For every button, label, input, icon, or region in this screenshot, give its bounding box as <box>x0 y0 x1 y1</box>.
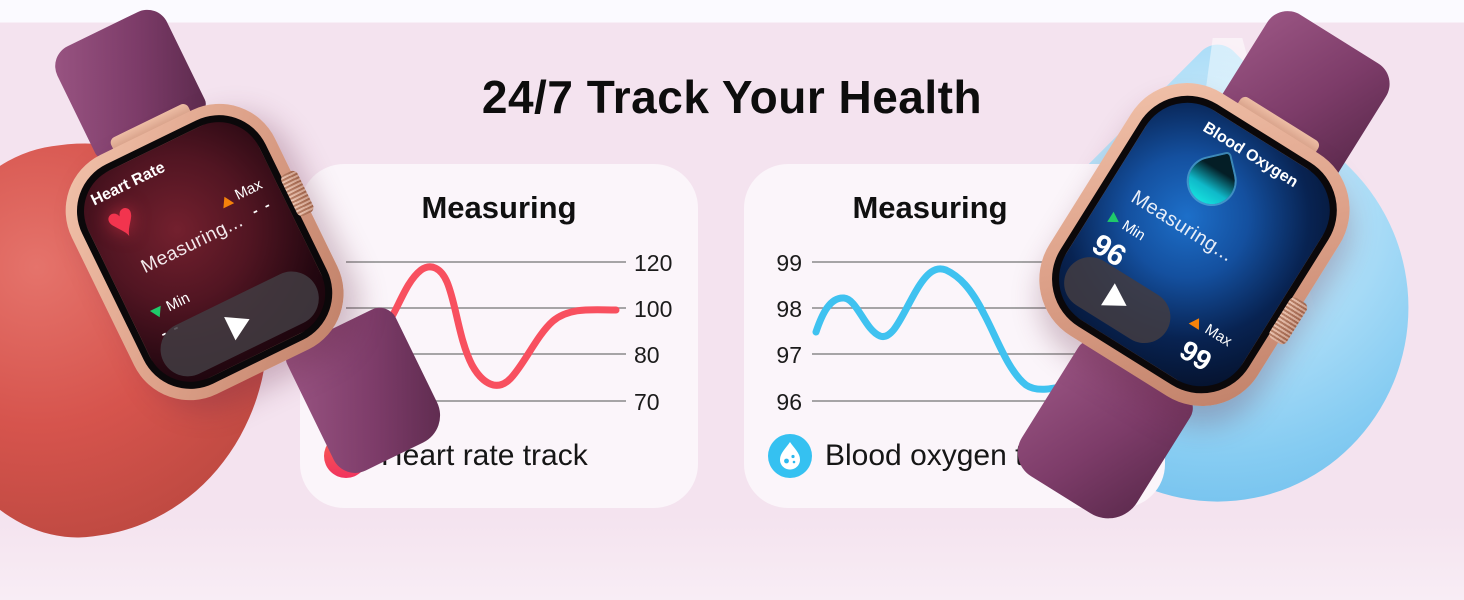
y-tick-98: 98 <box>776 296 802 322</box>
oxygen-droplet-icon <box>1184 153 1240 209</box>
min-triangle-icon <box>1107 211 1123 227</box>
y-tick-120: 120 <box>634 250 672 276</box>
card-title-measuring: Measuring <box>852 190 1008 225</box>
y-tick-100: 100 <box>634 296 672 322</box>
y-tick-80: 80 <box>634 342 660 368</box>
y-tick-96: 96 <box>776 389 802 415</box>
y-tick-99: 99 <box>776 250 802 276</box>
card-title-measuring: Measuring <box>421 190 577 225</box>
water-drop-icon <box>768 434 812 478</box>
blood-oxygen-chart: 99 98 97 96 <box>776 250 1122 415</box>
blood-oxygen-waveform <box>812 265 1100 393</box>
heart-rate-chart: 120 100 80 70 <box>341 250 672 415</box>
max-triangle-icon <box>1189 314 1205 330</box>
y-tick-70: 70 <box>634 389 660 415</box>
play-icon <box>224 307 256 341</box>
y-tick-97: 97 <box>776 342 802 368</box>
banner-title: 24/7 Track Your Health <box>481 71 983 123</box>
play-icon <box>1101 283 1134 317</box>
min-triangle-icon <box>149 305 165 320</box>
max-triangle-icon <box>218 193 234 209</box>
heart-icon: ♥ <box>97 191 147 252</box>
